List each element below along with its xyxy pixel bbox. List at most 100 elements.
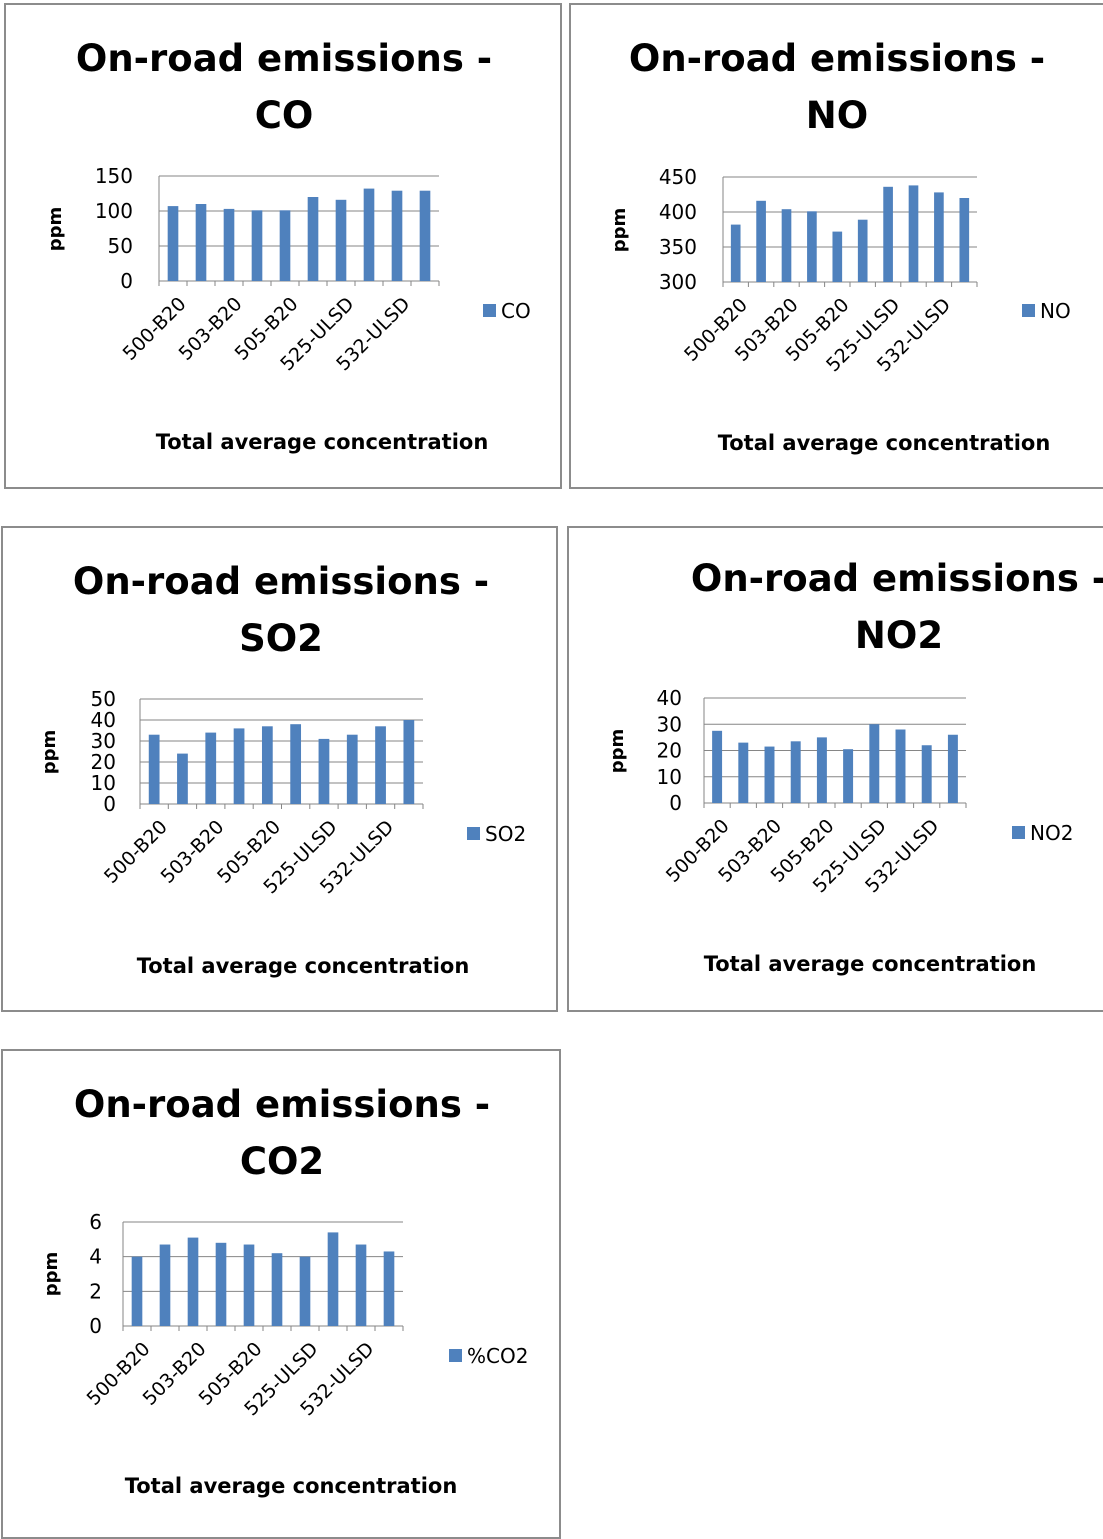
bar bbox=[781, 209, 792, 282]
y-axis-label: ppm bbox=[607, 729, 628, 774]
y-tick-label: 100 bbox=[95, 199, 133, 223]
y-tick-label: 4 bbox=[89, 1245, 102, 1269]
bar bbox=[391, 190, 403, 281]
bar bbox=[921, 745, 932, 803]
bar bbox=[205, 732, 217, 804]
legend-swatch bbox=[1012, 826, 1025, 839]
bar bbox=[363, 188, 375, 281]
bar bbox=[756, 200, 766, 282]
bar bbox=[251, 210, 263, 281]
bar bbox=[738, 742, 749, 803]
legend-swatch bbox=[483, 304, 496, 317]
bar bbox=[869, 724, 880, 803]
chart-title-line: CO2 bbox=[240, 1140, 324, 1183]
y-tick-label: 40 bbox=[91, 708, 116, 732]
y-tick-label: 50 bbox=[108, 234, 133, 258]
y-tick-label: 450 bbox=[659, 165, 697, 189]
x-axis-label: Total average concentration bbox=[156, 430, 489, 454]
chart-panel-no2: On-road emissions - NO2 0 10 20 30 40 500-B20 50… bbox=[567, 526, 1103, 1012]
bar bbox=[947, 734, 958, 803]
bar bbox=[335, 199, 347, 281]
chart-panel-no: On-road emissions - NO 300 350 400 450 500-B20… bbox=[569, 3, 1103, 489]
chart-title-line: NO2 bbox=[855, 614, 943, 657]
chart-panel-co2: On-road emissions - CO2 0 2 4 6 500-B20 503-B20… bbox=[1, 1049, 561, 1539]
legend-label: NO bbox=[1040, 299, 1071, 323]
chart-panel-co: On-road emissions - CO 0 50 100 150 500-B20 503… bbox=[4, 3, 562, 489]
bar bbox=[299, 1256, 311, 1326]
bar bbox=[167, 206, 179, 281]
bar bbox=[233, 728, 245, 804]
y-axis-label: ppm bbox=[609, 208, 630, 253]
y-tick-label: 0 bbox=[103, 792, 116, 816]
bar bbox=[261, 726, 273, 804]
y-tick-label: 150 bbox=[95, 164, 133, 188]
chart-title-line: On-road emissions - bbox=[74, 1083, 490, 1126]
y-tick-label: 20 bbox=[657, 739, 682, 763]
chart-title-line: On-road emissions - bbox=[629, 37, 1045, 80]
bar bbox=[807, 211, 817, 282]
y-tick-label: 50 bbox=[91, 687, 116, 711]
legend-swatch bbox=[467, 827, 480, 840]
bar bbox=[223, 208, 235, 281]
bar bbox=[857, 219, 868, 282]
bar bbox=[187, 1237, 199, 1326]
y-tick-label: 10 bbox=[91, 771, 116, 795]
chart-svg: On-road emissions -SO201020304050500-B20… bbox=[39, 560, 526, 978]
legend-label: NO2 bbox=[1030, 821, 1073, 845]
bar bbox=[816, 737, 827, 803]
bar bbox=[177, 753, 188, 804]
bar bbox=[159, 1244, 171, 1326]
legend-swatch bbox=[449, 1349, 462, 1362]
chart-title-line: On-road emissions - bbox=[76, 37, 492, 80]
y-tick-label: 0 bbox=[120, 269, 133, 293]
bar bbox=[346, 734, 358, 804]
bar bbox=[895, 729, 906, 803]
chart-svg: On-road emissions -CO20246500-B20503-B20… bbox=[41, 1083, 528, 1498]
bar bbox=[883, 186, 893, 282]
chart-title-line: CO bbox=[255, 94, 314, 137]
y-tick-label: 300 bbox=[659, 270, 697, 294]
bar bbox=[318, 738, 330, 804]
bar bbox=[148, 734, 160, 804]
x-axis-label: Total average concentration bbox=[704, 952, 1037, 976]
bar bbox=[271, 1253, 283, 1326]
chart-svg: On-road emissions -NO300350400450500-B20… bbox=[609, 37, 1071, 455]
bar bbox=[730, 224, 741, 282]
legend-label: SO2 bbox=[485, 822, 526, 846]
y-tick-label: 2 bbox=[89, 1279, 102, 1303]
x-axis-label: Total average concentration bbox=[718, 431, 1051, 455]
y-axis-label: ppm bbox=[45, 207, 66, 252]
y-tick-label: 400 bbox=[659, 200, 697, 224]
bar bbox=[908, 185, 919, 282]
bar bbox=[327, 1232, 339, 1326]
bar bbox=[195, 204, 207, 281]
y-tick-label: 6 bbox=[89, 1210, 102, 1234]
y-axis-label: ppm bbox=[39, 730, 60, 775]
bar bbox=[307, 197, 319, 281]
bar bbox=[934, 192, 944, 282]
y-tick-label: 0 bbox=[89, 1314, 102, 1338]
x-axis-label: Total average concentration bbox=[137, 954, 470, 978]
bar bbox=[383, 1251, 395, 1326]
bar bbox=[712, 730, 723, 803]
bar bbox=[790, 741, 801, 803]
y-tick-label: 0 bbox=[669, 791, 682, 815]
bar bbox=[131, 1256, 143, 1326]
x-axis-label: Total average concentration bbox=[125, 1474, 458, 1498]
y-tick-label: 350 bbox=[659, 235, 697, 259]
bar bbox=[959, 198, 970, 282]
bar bbox=[279, 210, 291, 281]
legend-label: %CO2 bbox=[467, 1344, 528, 1368]
bar bbox=[764, 746, 775, 803]
chart-svg: On-road emissions -NO2010203040500-B2050… bbox=[607, 557, 1103, 976]
legend-swatch bbox=[1022, 304, 1035, 317]
y-tick-label: 30 bbox=[657, 712, 682, 736]
chart-title-line: On-road emissions - bbox=[691, 557, 1103, 600]
y-tick-label: 10 bbox=[657, 765, 682, 789]
chart-title-line: SO2 bbox=[239, 617, 323, 660]
chart-title-line: On-road emissions - bbox=[73, 560, 489, 603]
chart-panel-so2: On-road emissions - SO2 0 10 20 30 40 50 500-B20… bbox=[1, 526, 558, 1012]
chart-title-line: NO bbox=[806, 94, 868, 137]
chart-svg: On-road emissions -CO050100150500-B20503… bbox=[45, 37, 531, 454]
y-tick-label: 20 bbox=[91, 750, 116, 774]
